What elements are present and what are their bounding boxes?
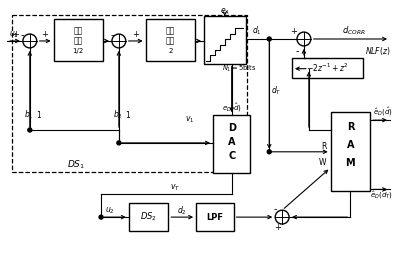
Text: $b_2$: $b_2$ bbox=[113, 109, 123, 122]
Text: 1/2: 1/2 bbox=[73, 48, 84, 54]
Text: $d_T$: $d_T$ bbox=[271, 84, 282, 97]
Text: $d_2$: $d_2$ bbox=[177, 205, 187, 217]
Text: 分器: 分器 bbox=[166, 36, 175, 45]
Circle shape bbox=[275, 210, 289, 224]
Text: $b_1$: $b_1$ bbox=[24, 109, 34, 122]
Text: R: R bbox=[347, 122, 354, 132]
Text: $-2z^{-1}+z^{2}$: $-2z^{-1}+z^{2}$ bbox=[306, 61, 349, 74]
Text: LPF: LPF bbox=[206, 213, 223, 222]
Text: 1: 1 bbox=[125, 111, 130, 120]
Text: $N_1=5$bits: $N_1=5$bits bbox=[222, 64, 256, 74]
Text: $e_D(\hat{d})$: $e_D(\hat{d})$ bbox=[222, 102, 242, 114]
Text: $\hat{e}_D(\hat{d}_T)$: $\hat{e}_D(\hat{d}_T)$ bbox=[370, 188, 393, 201]
Bar bbox=[196, 203, 234, 231]
Text: D: D bbox=[228, 123, 236, 133]
Text: -: - bbox=[110, 30, 114, 40]
Text: $e_A$: $e_A$ bbox=[220, 6, 230, 16]
Text: 积分: 积分 bbox=[166, 27, 175, 36]
Circle shape bbox=[297, 32, 311, 46]
Text: $d_1$: $d_1$ bbox=[252, 25, 261, 37]
Bar bbox=[204, 16, 246, 64]
Text: 2: 2 bbox=[168, 48, 172, 54]
Circle shape bbox=[267, 37, 271, 41]
Bar bbox=[129, 203, 168, 231]
Circle shape bbox=[23, 34, 37, 48]
Text: 积分: 积分 bbox=[74, 27, 83, 36]
Bar bbox=[331, 112, 370, 191]
Circle shape bbox=[99, 215, 103, 219]
Text: +: + bbox=[41, 30, 48, 39]
Bar bbox=[292, 58, 363, 78]
Text: $NLF(z)$: $NLF(z)$ bbox=[365, 45, 391, 57]
Text: W: W bbox=[319, 158, 327, 167]
Circle shape bbox=[117, 141, 121, 145]
Text: $u_1$: $u_1$ bbox=[9, 30, 19, 40]
Text: -: - bbox=[295, 46, 299, 56]
Text: $\hat{e}_D(\hat{d})$: $\hat{e}_D(\hat{d})$ bbox=[373, 106, 393, 118]
Text: -: - bbox=[274, 204, 277, 214]
Circle shape bbox=[112, 34, 126, 48]
Bar bbox=[54, 19, 103, 61]
Circle shape bbox=[28, 128, 32, 132]
Text: -: - bbox=[20, 30, 24, 40]
Text: $u_2$: $u_2$ bbox=[105, 206, 115, 217]
Text: $v_1$: $v_1$ bbox=[186, 115, 195, 125]
Text: C: C bbox=[228, 151, 235, 161]
Text: +: + bbox=[132, 30, 139, 39]
Text: $DS_2$: $DS_2$ bbox=[140, 211, 157, 223]
Text: $d_{CORR}$: $d_{CORR}$ bbox=[342, 25, 365, 37]
Text: 1: 1 bbox=[36, 111, 40, 120]
Text: 分器: 分器 bbox=[74, 36, 83, 45]
Text: A: A bbox=[228, 137, 236, 147]
Text: R: R bbox=[321, 142, 327, 151]
Circle shape bbox=[267, 150, 271, 154]
Text: +: + bbox=[290, 27, 298, 36]
Text: +: + bbox=[274, 222, 281, 231]
Text: M: M bbox=[346, 158, 355, 168]
Text: $DS_1$: $DS_1$ bbox=[67, 159, 85, 171]
Bar bbox=[213, 115, 250, 173]
Text: A: A bbox=[347, 140, 354, 150]
Bar bbox=[146, 19, 195, 61]
Text: +: + bbox=[12, 30, 19, 39]
Text: $v_T$: $v_T$ bbox=[170, 182, 180, 193]
